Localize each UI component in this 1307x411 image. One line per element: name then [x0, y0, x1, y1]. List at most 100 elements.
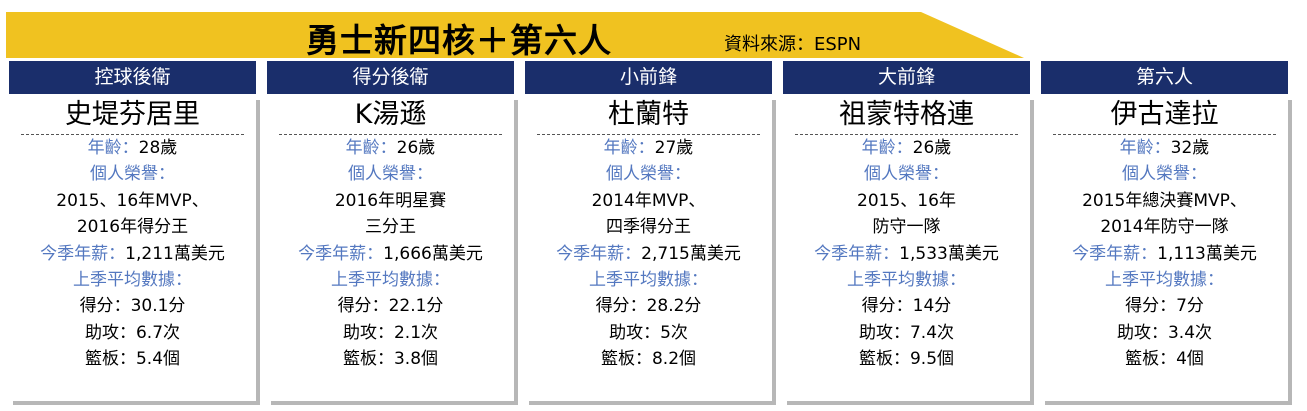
player-column: 得分後衛 K湯遜 年齡：26歲 個人榮譽： 2016年明星賽 三分王 今季年薪：1,666萬…: [267, 61, 514, 401]
player-name: 杜蘭特: [608, 99, 689, 130]
value-separator: ：: [371, 296, 389, 317]
player-name: 伊古達拉: [1110, 99, 1219, 130]
rebounds-row: 籃板：3.8個: [267, 346, 514, 372]
assists-value: 2.1次: [393, 322, 439, 343]
value-separator: ：: [629, 296, 647, 317]
label-age: 年齡: [345, 138, 380, 158]
assists-row: 助攻：3.4次: [1041, 320, 1288, 346]
rebounds-row: 籃板：4個: [1041, 346, 1288, 372]
name-divider: [279, 134, 502, 135]
value-separator: ：: [1159, 349, 1177, 370]
position-header: 小前鋒: [525, 61, 772, 94]
rebounds-value: 8.2個: [651, 349, 697, 370]
value-separator: ：: [113, 296, 131, 317]
value-separator: ：: [118, 322, 136, 343]
age-row: 年齡：26歲: [783, 135, 1030, 161]
value-separator: ：: [1159, 296, 1177, 317]
player-name: K湯遜: [354, 99, 427, 130]
player-card: 杜蘭特 年齡：27歲 個人榮譽： 2014年MVP、 四季得分王 今季年薪：2,715萬美…: [525, 96, 772, 401]
points-label: 得分: [595, 296, 630, 317]
label-salary: 今季年薪: [40, 243, 109, 264]
label-age: 年齡: [861, 138, 896, 158]
value-separator: ：: [118, 349, 136, 370]
page-title: 勇士新四核＋第六人: [306, 21, 612, 60]
player-name: 祖蒙特格連: [839, 99, 974, 130]
label-separator: ：: [366, 243, 384, 264]
title-banner: 勇士新四核＋第六人 資料來源：ESPN: [6, 10, 1026, 60]
label-separator: ：: [895, 138, 913, 158]
age-row: 年齡：26歲: [267, 135, 514, 161]
label-salary: 今季年薪: [814, 243, 883, 264]
player-column: 大前鋒 祖蒙特格連 年齡：26歲 個人榮譽： 2015、16年 防守一隊 今季年薪：1,53…: [783, 61, 1030, 401]
position-header: 大前鋒: [783, 61, 1030, 94]
salary-row: 今季年薪：1,533萬美元: [783, 241, 1030, 267]
label-separator: ：: [637, 138, 655, 158]
last-season-label-row: 上季平均數據：: [1041, 267, 1288, 293]
honors-label-row: 個人榮譽：: [267, 161, 514, 187]
rebounds-label: 籃板: [1125, 349, 1160, 370]
label-honors: 個人榮譽：: [864, 164, 949, 185]
player-column: 第六人 伊古達拉 年齡：32歲 個人榮譽： 2015年總決賽MVP、 2014年防守一隊今…: [1041, 61, 1288, 401]
player-column: 小前鋒 杜蘭特 年齡：27歲 個人榮譽： 2014年MVP、 四季得分王 今季年薪：2,71…: [525, 61, 772, 401]
salary-value: 1,113萬美元: [1157, 243, 1257, 264]
salary-value: 1,666萬美元: [383, 243, 483, 264]
value-separator: ：: [892, 322, 910, 343]
label-last_season: 上季平均數據：: [73, 269, 192, 290]
salary-row: 今季年薪：1,211萬美元: [9, 241, 256, 267]
player-stats: 年齡：27歲 個人榮譽： 2014年MVP、 四季得分王 今季年薪：2,715萬美元 上季…: [525, 135, 772, 373]
assists-label: 助攻: [858, 322, 893, 343]
points-value: 30.1分: [130, 296, 186, 317]
last-season-label-row: 上季平均數據：: [525, 267, 772, 293]
rebounds-value: 5.4個: [135, 349, 181, 370]
rebounds-row: 籃板：9.5個: [783, 346, 1030, 372]
value-separator: ：: [376, 322, 394, 343]
label-separator: ：: [1140, 243, 1158, 264]
value-separator: ：: [643, 322, 661, 343]
points-row: 得分：7分: [1041, 293, 1288, 319]
label-separator: ：: [379, 138, 397, 158]
salary-value: 2,715萬美元: [641, 243, 741, 264]
points-value: 22.1分: [388, 296, 444, 317]
honors-line: 三分王: [365, 217, 416, 238]
rebounds-label: 籃板: [858, 349, 893, 370]
honors-line: 2015、16年MVP、: [56, 190, 209, 211]
player-stats: 年齡：26歲 個人榮譽： 2016年明星賽 三分王 今季年薪：1,666萬美元 上季平均數…: [267, 135, 514, 373]
assists-label: 助攻: [1116, 322, 1151, 343]
label-separator: ：: [121, 138, 139, 158]
value-separator: ：: [634, 349, 652, 370]
label-last_season: 上季平均數據：: [1105, 269, 1224, 290]
player-stats: 年齡：28歲 個人榮譽： 2015、16年MVP、 2016年得分王 今季年薪：1,21…: [9, 135, 256, 373]
age-row: 年齡：32歲: [1041, 135, 1288, 161]
label-honors: 個人榮譽：: [606, 164, 691, 185]
player-column: 控球後衛 史堤芬居里 年齡：28歲 個人榮譽： 2015、16年MVP、 2016年得分王…: [9, 61, 256, 401]
value-separator: ：: [376, 349, 394, 370]
player-card: 祖蒙特格連 年齡：26歲 個人榮譽： 2015、16年 防守一隊 今季年薪：1,533萬美…: [783, 96, 1030, 401]
label-age: 年齡: [1119, 138, 1154, 158]
assists-value: 5次: [660, 322, 688, 343]
assists-label: 助攻: [342, 322, 377, 343]
label-age: 年齡: [603, 138, 638, 158]
honors-label-row: 個人榮譽：: [9, 161, 256, 187]
player-name: 史堤芬居里: [65, 99, 200, 130]
salary-row: 今季年薪：1,113萬美元: [1041, 241, 1288, 267]
salary-row: 今季年薪：2,715萬美元: [525, 241, 772, 267]
points-label: 得分: [1125, 296, 1160, 317]
label-last_season: 上季平均數據：: [589, 269, 708, 290]
name-divider: [1053, 134, 1276, 135]
honors-line: 2015年總決賽MVP、: [1082, 190, 1247, 211]
label-honors: 個人榮譽：: [90, 164, 175, 185]
assists-row: 助攻：7.4次: [783, 320, 1030, 346]
source-note: 資料來源：ESPN: [724, 34, 862, 55]
name-divider: [537, 134, 760, 135]
label-honors: 個人榮譽：: [1122, 164, 1207, 185]
rebounds-label: 籃板: [342, 349, 377, 370]
points-label: 得分: [337, 296, 372, 317]
name-divider: [21, 134, 244, 135]
assists-row: 助攻：5次: [525, 320, 772, 346]
rebounds-value: 9.5個: [909, 349, 955, 370]
label-age: 年齡: [87, 138, 122, 158]
rebounds-label: 籃板: [600, 349, 635, 370]
assists-value: 3.4次: [1167, 322, 1213, 343]
points-label: 得分: [79, 296, 114, 317]
honors-line: 2016年明星賽: [334, 190, 447, 211]
